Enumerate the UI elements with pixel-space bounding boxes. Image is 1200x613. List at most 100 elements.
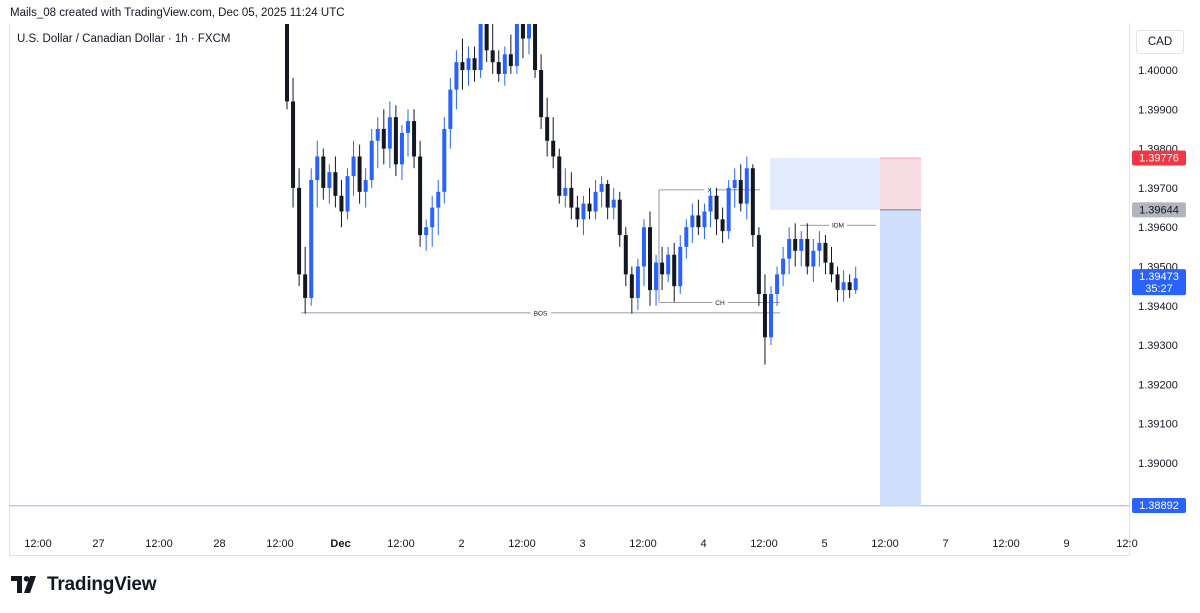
candle xyxy=(527,24,531,55)
tradingview-logo[interactable]: TradingView xyxy=(11,574,157,596)
time-tick-label: 12:00 xyxy=(145,538,173,550)
time-tick-label: 12:00 xyxy=(266,538,294,550)
candle-body xyxy=(533,24,538,70)
time-tick-label: 2 xyxy=(458,538,464,550)
price-tick-label: 1.40000 xyxy=(1138,65,1178,77)
candle xyxy=(436,180,441,236)
candle xyxy=(375,117,380,169)
candle-body xyxy=(557,156,562,196)
candle xyxy=(339,180,344,228)
candle xyxy=(399,125,404,181)
candle xyxy=(575,195,580,228)
time-tick-label: 27 xyxy=(92,538,104,550)
stop-loss-zone xyxy=(880,158,921,210)
candle-body xyxy=(841,282,846,291)
candle xyxy=(781,246,786,287)
candle-body xyxy=(853,278,858,291)
entry-price-label-bg xyxy=(1132,202,1186,218)
price-tick-label: 1.39000 xyxy=(1138,458,1178,470)
candle-body xyxy=(321,156,326,188)
candle xyxy=(611,187,616,220)
candle xyxy=(690,203,695,243)
candle-body xyxy=(769,294,773,338)
current-price-label-countdown: 35:27 xyxy=(1145,283,1173,295)
candle xyxy=(484,24,489,63)
candle xyxy=(533,24,538,78)
candle xyxy=(720,207,725,243)
candle xyxy=(841,270,846,302)
candle-body xyxy=(466,58,471,70)
candle xyxy=(412,109,417,169)
candle-body xyxy=(406,121,410,133)
candle xyxy=(605,180,610,220)
candle xyxy=(641,219,646,287)
symbol-title[interactable]: U.S. Dollar / Canadian Dollar · 1h · FXC… xyxy=(17,33,231,45)
candle-body xyxy=(581,203,586,220)
stop-loss-price-label-bg xyxy=(1132,150,1186,166)
candle-body xyxy=(527,24,531,39)
candle-body xyxy=(690,215,695,228)
candle-body xyxy=(587,203,592,212)
candle-body xyxy=(303,274,308,298)
take-profit-zone xyxy=(880,209,921,506)
candle xyxy=(648,211,652,306)
candle xyxy=(297,168,302,287)
candle-body xyxy=(811,250,816,267)
candle xyxy=(599,176,604,208)
candle xyxy=(587,187,592,220)
candle xyxy=(454,50,459,110)
candle xyxy=(726,180,731,239)
candle xyxy=(460,38,465,90)
candle-body xyxy=(375,128,380,141)
candle-body xyxy=(672,254,677,287)
candle xyxy=(563,168,568,208)
candle-body xyxy=(545,117,550,141)
candle xyxy=(593,180,598,220)
entry-price-label: 1.39644 xyxy=(1139,204,1179,216)
candle xyxy=(847,274,852,298)
candle xyxy=(817,231,822,267)
candle xyxy=(769,286,773,346)
candle-body xyxy=(520,24,525,39)
candle xyxy=(502,46,507,86)
time-tick-label: 12:00 xyxy=(24,538,52,550)
candle xyxy=(345,168,350,220)
candle-body xyxy=(339,195,344,212)
candle xyxy=(756,227,761,306)
candle xyxy=(387,101,392,169)
candle xyxy=(654,254,659,306)
candle-body xyxy=(714,195,719,220)
candle-body xyxy=(641,227,646,267)
candle xyxy=(315,140,320,208)
candle xyxy=(381,109,386,165)
candle-body xyxy=(799,238,804,251)
annotation-label-bg xyxy=(712,299,728,309)
candle xyxy=(617,191,622,247)
annotation-label-ch: CH xyxy=(715,300,725,307)
candle-body xyxy=(563,187,568,196)
candle-body xyxy=(762,294,767,338)
chart-frame xyxy=(9,23,1130,556)
candle-body xyxy=(654,262,659,291)
candle-body xyxy=(442,128,447,192)
candle xyxy=(853,266,858,295)
currency-badge[interactable]: CAD xyxy=(1136,30,1184,54)
candle-body xyxy=(617,199,622,236)
candle xyxy=(672,242,677,302)
price-tick-label: 1.39200 xyxy=(1138,379,1178,391)
candle-body xyxy=(611,199,616,208)
current-price-label: 1.39473 xyxy=(1139,271,1179,283)
candle-body xyxy=(756,235,761,295)
time-tick-label: 7 xyxy=(942,538,948,550)
annotation-label-bg xyxy=(829,221,847,231)
candle-body xyxy=(285,24,289,102)
candle-body xyxy=(835,274,840,291)
price-tick-label: 1.39300 xyxy=(1138,340,1178,352)
candle-body xyxy=(454,62,459,90)
candle xyxy=(490,24,495,74)
position-zones xyxy=(9,157,1130,507)
candle-body xyxy=(775,274,780,295)
candle xyxy=(799,231,804,267)
